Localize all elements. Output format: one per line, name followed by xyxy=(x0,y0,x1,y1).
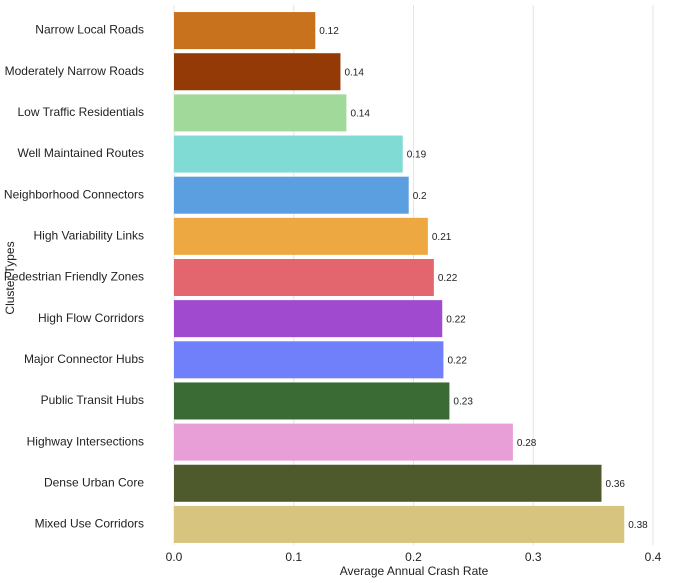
bar xyxy=(174,505,625,543)
value-label: 0.23 xyxy=(453,397,473,408)
y-tick-label: Well Maintained Routes xyxy=(17,146,144,160)
value-label: 0.21 xyxy=(432,232,452,243)
y-axis-title: Cluster Types xyxy=(3,241,17,314)
bar xyxy=(174,176,409,214)
value-label: 0.22 xyxy=(447,355,467,366)
bar xyxy=(174,382,450,420)
value-label: 0.19 xyxy=(407,150,427,161)
x-axis-title: Average Annual Crash Rate xyxy=(340,564,489,578)
y-tick-label: High Flow Corridors xyxy=(38,311,144,325)
value-label: 0.2 xyxy=(413,191,427,202)
bar xyxy=(174,135,403,173)
value-label: 0.36 xyxy=(606,479,626,490)
bar xyxy=(174,300,443,338)
y-tick-label: Major Connector Hubs xyxy=(24,352,144,366)
y-tick-label: Public Transit Hubs xyxy=(41,393,144,407)
value-label: 0.38 xyxy=(628,520,648,531)
bar xyxy=(174,464,602,502)
x-tick-label: 0.4 xyxy=(645,550,662,564)
y-tick-label: Narrow Local Roads xyxy=(35,23,144,37)
y-tick-label: Low Traffic Residentials xyxy=(17,105,144,119)
y-tick-label: Mixed Use Corridors xyxy=(35,517,144,531)
bar xyxy=(174,423,513,461)
value-label: 0.22 xyxy=(438,273,458,284)
bar xyxy=(174,94,347,132)
value-label: 0.14 xyxy=(350,109,370,120)
value-label: 0.28 xyxy=(517,438,537,449)
y-tick-label: Pedestrian Friendly Zones xyxy=(4,270,144,284)
value-label: 0.12 xyxy=(319,26,339,37)
y-tick-label: Dense Urban Core xyxy=(44,475,144,489)
value-label: 0.22 xyxy=(446,314,466,325)
y-tick-label: High Variability Links xyxy=(34,229,145,243)
y-tick-label: Neighborhood Connectors xyxy=(4,187,144,201)
value-label: 0.14 xyxy=(344,67,364,78)
y-tick-label: Highway Intersections xyxy=(27,434,144,448)
bar xyxy=(174,217,428,255)
x-tick-label: 0.0 xyxy=(166,550,183,564)
x-tick-label: 0.3 xyxy=(525,550,542,564)
y-tick-label: Moderately Narrow Roads xyxy=(5,64,144,78)
bar xyxy=(174,258,434,297)
bar xyxy=(174,341,444,379)
bar xyxy=(174,12,316,50)
bar xyxy=(174,53,341,91)
x-tick-label: 0.1 xyxy=(285,550,302,564)
x-tick-label: 0.2 xyxy=(405,550,422,564)
